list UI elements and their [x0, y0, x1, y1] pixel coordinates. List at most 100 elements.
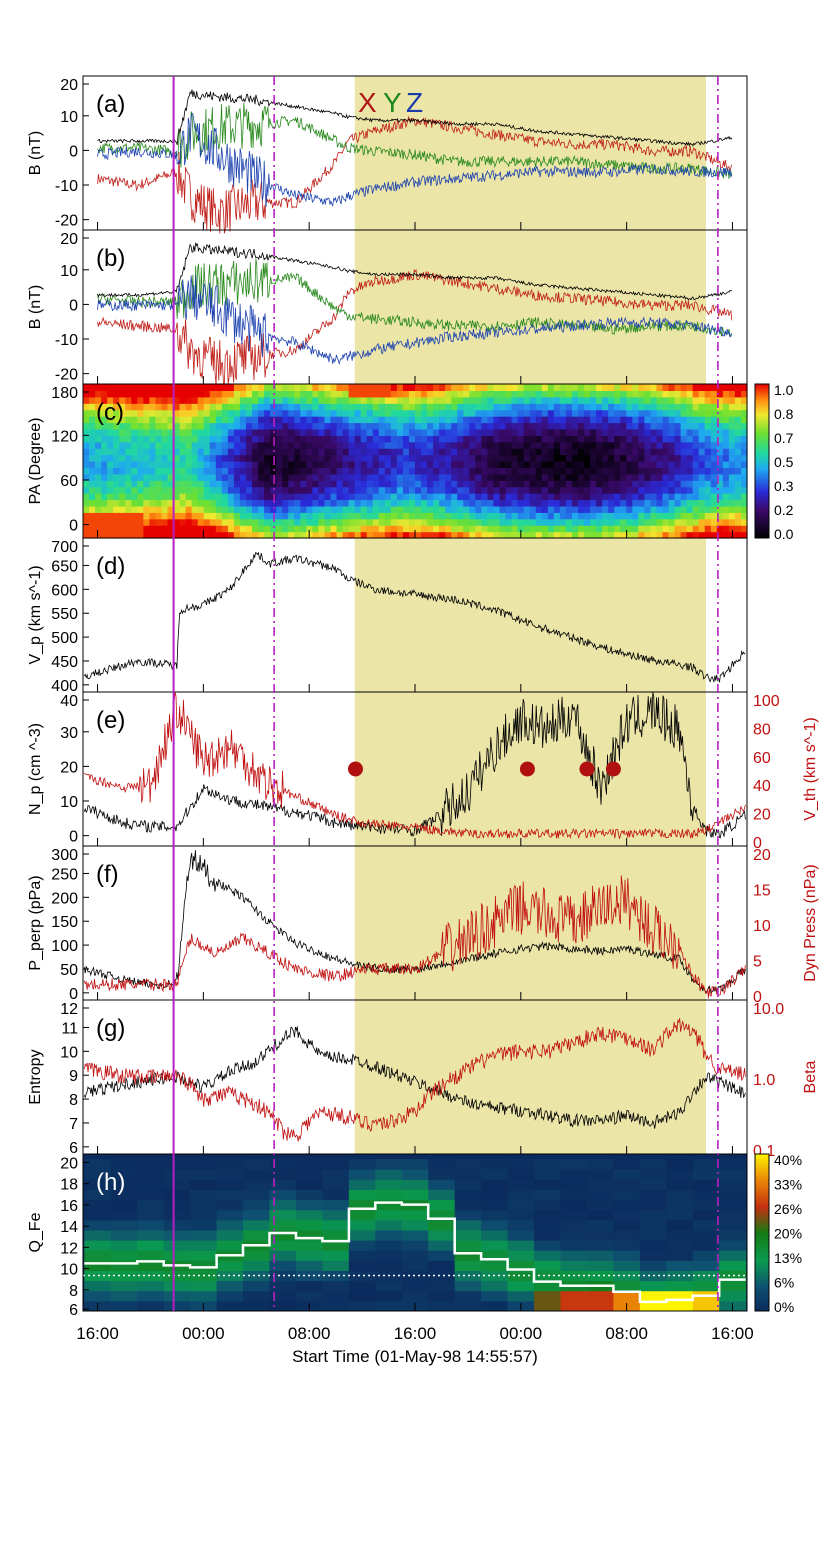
heat-c-cell	[692, 531, 700, 539]
heat-c-cell	[523, 384, 531, 392]
heat-c-cell	[710, 435, 718, 443]
heat-c-cell	[608, 518, 615, 526]
heat-c-cell	[626, 435, 633, 443]
heat-c-cell	[179, 435, 187, 443]
heat-c-cell	[662, 473, 670, 481]
heat-c-cell	[602, 486, 609, 494]
heat-c-cell	[590, 403, 597, 411]
heat-c-cell	[692, 403, 700, 411]
heat-c-cell	[276, 512, 283, 520]
heat-c-cell	[318, 512, 326, 520]
heat-c-cell	[390, 467, 398, 475]
heat-c-cell	[101, 461, 108, 469]
heat-c-cell	[354, 461, 362, 469]
heat-c-cell	[107, 486, 114, 494]
heat-c-cell	[402, 416, 410, 424]
heat-c-cell	[239, 473, 247, 481]
heat-c-cell	[716, 473, 724, 481]
heat-c-cell	[710, 467, 718, 475]
heat-c-cell	[354, 390, 362, 398]
heat-c-cell	[119, 441, 126, 449]
heat-h-cell	[269, 1280, 297, 1292]
heat-c-cell	[487, 441, 495, 449]
heat-c-cell	[143, 435, 150, 443]
heat-c-cell	[83, 448, 90, 456]
heat-c-cell	[101, 518, 108, 526]
heat-c-cell	[366, 396, 374, 404]
heat-c-cell	[668, 486, 676, 494]
heat-c-cell	[415, 409, 422, 417]
heat-c-cell	[740, 505, 748, 513]
heat-c-cell	[439, 448, 446, 456]
heat-c-cell	[451, 403, 458, 411]
heat-c-cell	[445, 467, 452, 475]
heat-h-cell	[454, 1159, 482, 1170]
heat-c-cell	[306, 512, 313, 520]
heat-c-cell	[535, 473, 543, 481]
heat-c-cell	[372, 486, 380, 494]
heat-c-cell	[209, 486, 217, 494]
heat-h-cell	[428, 1229, 456, 1241]
heat-c-cell	[167, 454, 175, 462]
ytick-right-f: 10	[753, 918, 771, 935]
heat-c-cell	[656, 473, 664, 481]
heat-c-cell	[342, 441, 350, 449]
heat-c-cell	[372, 499, 380, 507]
heat-c-cell	[505, 454, 513, 462]
heat-c-cell	[734, 461, 742, 469]
heat-c-cell	[348, 486, 356, 494]
heat-c-cell	[668, 422, 676, 430]
heat-c-cell	[390, 448, 398, 456]
heat-c-cell	[427, 454, 434, 462]
heat-c-cell	[300, 422, 307, 430]
heat-c-cell	[245, 409, 253, 417]
heat-c-cell	[638, 467, 645, 475]
heat-c-cell	[499, 409, 507, 417]
heat-c-cell	[245, 454, 253, 462]
heat-c-cell	[384, 486, 392, 494]
heat-c-cell	[517, 473, 525, 481]
heat-c-cell	[318, 384, 326, 392]
heat-c-cell	[107, 493, 114, 501]
heat-h-cell	[481, 1169, 509, 1180]
heat-c-cell	[294, 409, 301, 417]
heat-h-cell	[613, 1240, 641, 1251]
ytick-f: 0	[69, 986, 78, 1003]
heat-c-cell	[632, 499, 639, 507]
heat-c-cell	[227, 525, 235, 533]
heat-c-cell	[698, 461, 706, 469]
heat-c-cell	[185, 403, 193, 411]
heat-c-cell	[167, 448, 175, 456]
heat-c-cell	[221, 416, 229, 424]
heat-c-cell	[390, 493, 398, 501]
heat-c-cell	[221, 390, 229, 398]
heat-c-cell	[131, 531, 138, 539]
heat-h-cell	[428, 1189, 456, 1201]
heat-c-cell	[421, 403, 428, 411]
heat-c-cell	[710, 505, 718, 513]
heat-c-cell	[239, 390, 247, 398]
heat-c-cell	[167, 493, 175, 501]
heat-c-cell	[336, 390, 344, 398]
heat-c-cell	[119, 448, 126, 456]
heat-c-cell	[475, 422, 482, 430]
heat-c-cell	[445, 493, 452, 501]
heat-h-cell	[719, 1260, 747, 1271]
heat-c-cell	[161, 416, 169, 424]
heat-c-cell	[626, 441, 633, 449]
heat-c-cell	[233, 435, 241, 443]
heat-c-cell	[143, 409, 150, 417]
heat-c-cell	[499, 396, 507, 404]
heat-c-cell	[149, 384, 157, 392]
heat-c-cell	[209, 448, 217, 456]
heat-c-cell	[318, 441, 326, 449]
heat-c-cell	[565, 396, 573, 404]
heat-c-cell	[209, 499, 217, 507]
heat-c-cell	[710, 454, 718, 462]
heat-c-cell	[650, 390, 658, 398]
heat-c-cell	[547, 448, 555, 456]
heat-c-cell	[348, 512, 356, 520]
heat-c-cell	[662, 499, 670, 507]
heat-c-cell	[590, 396, 597, 404]
heat-h-cell	[560, 1290, 588, 1302]
